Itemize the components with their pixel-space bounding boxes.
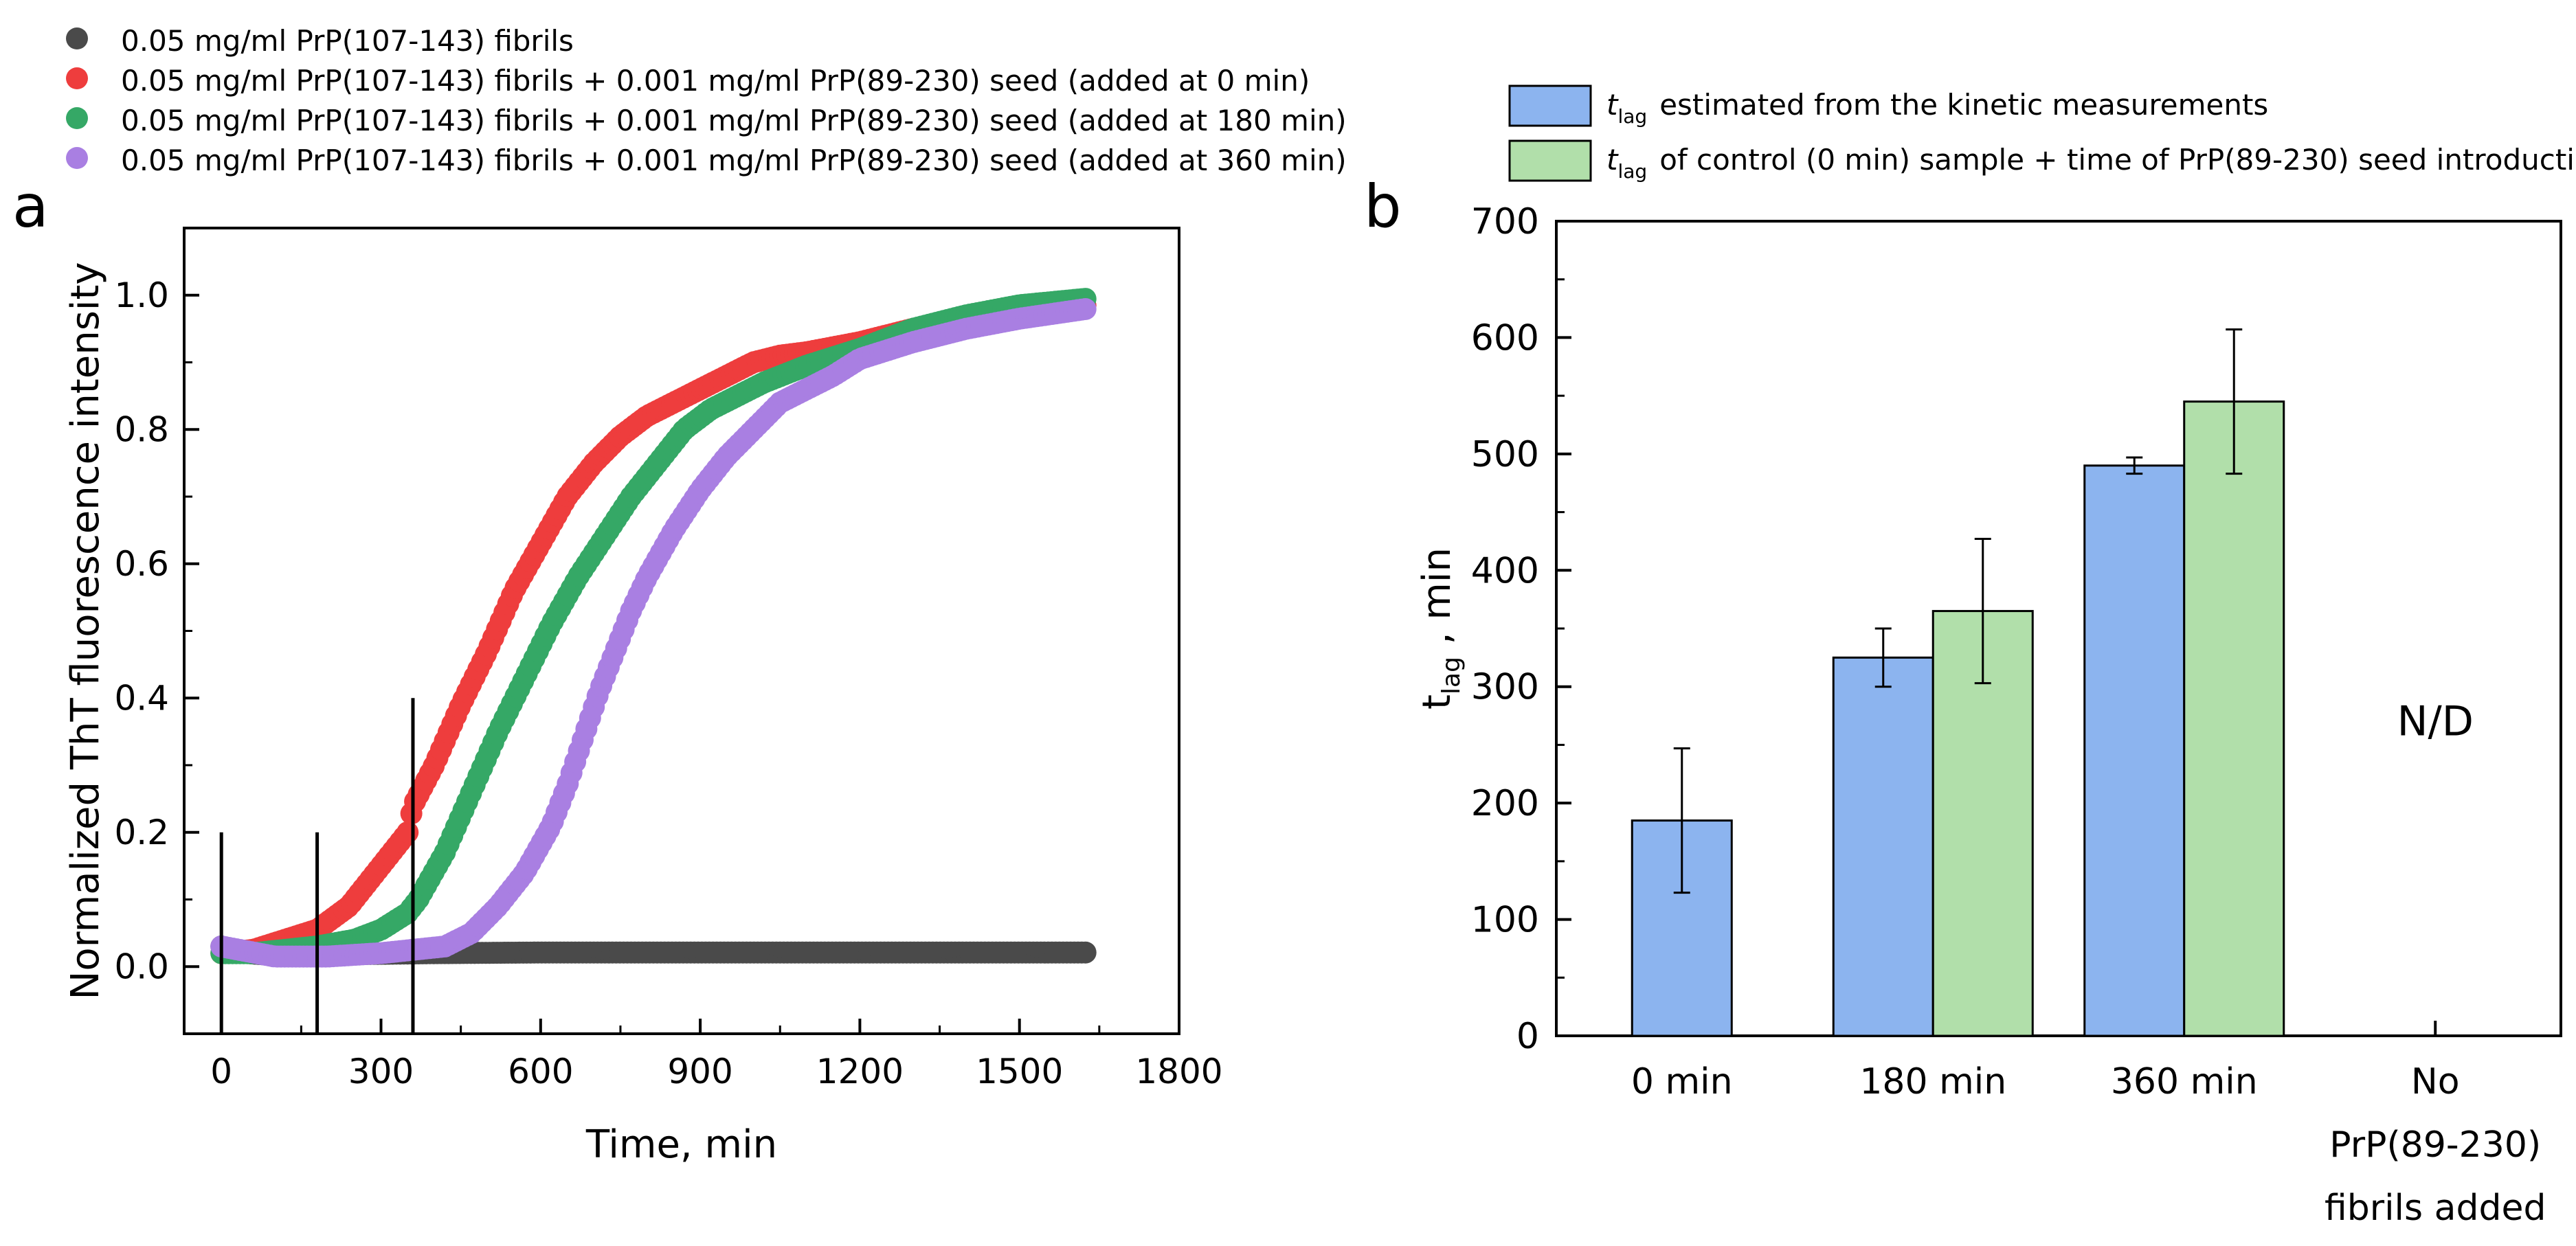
annotation-nd: N/D xyxy=(2397,698,2474,746)
y-tick-label-b: 500 xyxy=(1471,434,1539,475)
legend-marker-a-2 xyxy=(66,107,88,129)
legend-a: 0.05 mg/ml PrP(107-143) fibrils 0.05 mg/m… xyxy=(66,24,1347,177)
y-tick-label-b: 0 xyxy=(1516,1016,1539,1057)
data-point xyxy=(1074,297,1097,320)
x-tick-label-b: fibrils added xyxy=(2325,1188,2546,1229)
y-tick-label-b: 100 xyxy=(1471,900,1539,941)
x-tick-label-a: 1500 xyxy=(976,1052,1063,1091)
legend-text: estimated from the kinetic measurements xyxy=(1659,88,2268,122)
y-axis-label-main: t xyxy=(1415,694,1459,710)
series-a-2 xyxy=(210,288,1097,964)
y-tick-label-b: 400 xyxy=(1471,550,1539,591)
legend-label-a-1: 0.05 mg/ml PrP(107-143) fibrils + 0.001 … xyxy=(121,64,1310,98)
legend-label-a-2: 0.05 mg/ml PrP(107-143) fibrils + 0.001 … xyxy=(121,104,1347,137)
x-tick-label-a: 900 xyxy=(667,1052,732,1091)
panel-label-a: a xyxy=(12,172,49,241)
legend-marker-a-3 xyxy=(66,147,88,169)
legend-label-b-0: tlag estimated from the kinetic measureme… xyxy=(1606,88,2268,128)
x-tick-label-a: 600 xyxy=(508,1052,573,1091)
series-a-3 xyxy=(210,297,1097,968)
legend-sub: lag xyxy=(1617,160,1647,183)
y-tick-label-b: 700 xyxy=(1471,201,1539,242)
y-tick-label-a: 0.4 xyxy=(114,678,169,718)
y-axis-label-a: Normalized ThT fluorescence intensity xyxy=(63,262,108,999)
plot-a: 0 300 600 900 1200 1500 1800 0.0 0.2 0.4 0.6 0.8 1.0… xyxy=(63,227,1223,1167)
y-tick-label-b: 200 xyxy=(1471,783,1539,824)
legend-text: of control (0 min) sample + time of PrP(… xyxy=(1659,143,2576,177)
x-tick-label-a: 1200 xyxy=(816,1052,904,1091)
panel-label-b: b xyxy=(1364,172,1402,241)
legend-swatch-b-1 xyxy=(1508,139,1592,182)
y-tick-label-b: 300 xyxy=(1471,667,1539,708)
legend-swatch-b-0 xyxy=(1508,84,1592,127)
y-tick-label-a: 1.0 xyxy=(114,275,169,315)
y-axis-label-b: tlag , min xyxy=(1415,547,1466,710)
legend-label-a-0: 0.05 mg/ml PrP(107-143) fibrils xyxy=(121,24,574,58)
x-tick-label-b: 360 min xyxy=(2111,1061,2258,1102)
y-tick-label-a: 0.0 xyxy=(114,947,169,986)
x-tick-label-b: No xyxy=(2411,1061,2460,1102)
y-axis-label-sub: lag xyxy=(1437,657,1466,694)
legend-b: tlag estimated from the kinetic measureme… xyxy=(1508,84,2576,183)
y-tick-label-b: 600 xyxy=(1471,317,1539,359)
x-tick-label-b: 0 min xyxy=(1631,1061,1733,1102)
data-point xyxy=(396,821,419,843)
y-tick-label-a: 0.6 xyxy=(114,544,169,584)
data-point xyxy=(1074,941,1097,964)
x-axis-label-a: Time, min xyxy=(585,1122,777,1167)
bar-0-2 xyxy=(2083,464,2186,1037)
x-tick-label-b: PrP(89-230) xyxy=(2329,1124,2541,1166)
x-tick-label-b: 180 min xyxy=(1859,1061,2006,1102)
legend-label-a-3: 0.05 mg/ml PrP(107-143) fibrils + 0.001 … xyxy=(121,144,1347,177)
legend-t: t xyxy=(1606,88,1619,122)
legend-t: t xyxy=(1606,143,1619,177)
legend-sub: lag xyxy=(1617,105,1647,128)
legend-label-b-1: tlag of control (0 min) sample + time of … xyxy=(1606,143,2576,183)
legend-marker-a-0 xyxy=(66,27,88,49)
x-tick-label-a: 0 xyxy=(210,1052,232,1091)
y-axis-label-suffix: , min xyxy=(1415,547,1459,657)
plot-b: 0 100 200 300 400 500 600 700 tlag , min 0 min 180… xyxy=(1415,201,2562,1229)
bar-0-1 xyxy=(1832,656,1934,1037)
y-tick-label-a: 0.2 xyxy=(114,813,169,852)
bar-1-2 xyxy=(2183,400,2285,1037)
series-a-1 xyxy=(210,294,1097,964)
legend-marker-a-1 xyxy=(66,67,88,89)
y-tick-label-a: 0.8 xyxy=(114,409,169,449)
x-tick-label-a: 300 xyxy=(348,1052,414,1091)
x-tick-label-a: 1800 xyxy=(1135,1052,1222,1091)
